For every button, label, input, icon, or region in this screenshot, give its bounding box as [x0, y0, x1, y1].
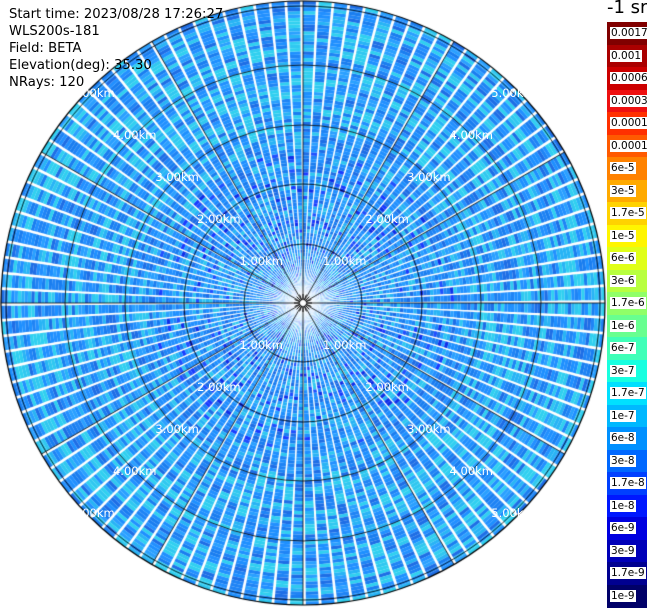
ppi-scan-plot	[0, 0, 607, 607]
colorbar-tick-label: 0.0003	[610, 94, 647, 107]
scan-info-panel: Start time: 2023/08/28 17:26:27 WLS200s-…	[9, 6, 223, 91]
instrument-text: WLS200s-181	[9, 24, 100, 39]
colorbar-tick-label: 3e-9	[610, 544, 636, 557]
colorbar-tick-label: 1.7e-9	[610, 567, 646, 580]
nrays-text: NRays: 120	[9, 75, 85, 90]
colorbar-tick-label: 1e-5	[610, 229, 636, 242]
colorbar-tick-label: 1.7e-5	[610, 207, 646, 220]
colorbar-tick-label: 0.00017	[610, 117, 647, 130]
colorbar-tick-label: 1.7e-8	[610, 477, 646, 490]
colorbar-unit-label: -1 sr	[607, 0, 647, 18]
elevation-text: Elevation(deg): 35.30	[9, 58, 152, 73]
colorbar-tick-label: 0.0017	[610, 27, 647, 40]
colorbar-tick-label: 6e-6	[610, 252, 636, 265]
colorbar-tick-label: 1e-8	[610, 499, 636, 512]
colorbar-tick-label: 1e-9	[610, 589, 636, 602]
colorbar-tick-label: 3e-7	[610, 364, 636, 377]
colorbar-tick-label: 0.0006	[610, 72, 647, 85]
colorbar-tick-label: 6e-8	[610, 432, 636, 445]
colorbar-tick-label: 3e-6	[610, 274, 636, 287]
colorbar-tick-label: 0.001	[610, 49, 643, 62]
colorbar-tick-label: 6e-5	[610, 162, 636, 175]
start-time-text: Start time: 2023/08/28 17:26:27	[9, 7, 224, 22]
colorbar-tick-label: 3e-8	[610, 454, 636, 467]
field-text: Field: BETA	[9, 41, 82, 56]
colorbar-tick-label: 6e-9	[610, 522, 636, 535]
colorbar-tick-label: 1.7e-7	[610, 387, 646, 400]
colorbar-tick-label: 1e-6	[610, 319, 636, 332]
colorbar-tick-label: 6e-7	[610, 342, 636, 355]
colorbar-tick-label: 3e-5	[610, 184, 636, 197]
colorbar-tick-label: 0.0001	[610, 139, 647, 152]
colorbar-tick-label: 1.7e-6	[610, 297, 646, 310]
colorbar: 0.0017 0.001 0.0006 0.0003 0.00017 0.0001 6e-5…	[607, 22, 647, 608]
colorbar-tick-label: 1e-7	[610, 409, 636, 422]
